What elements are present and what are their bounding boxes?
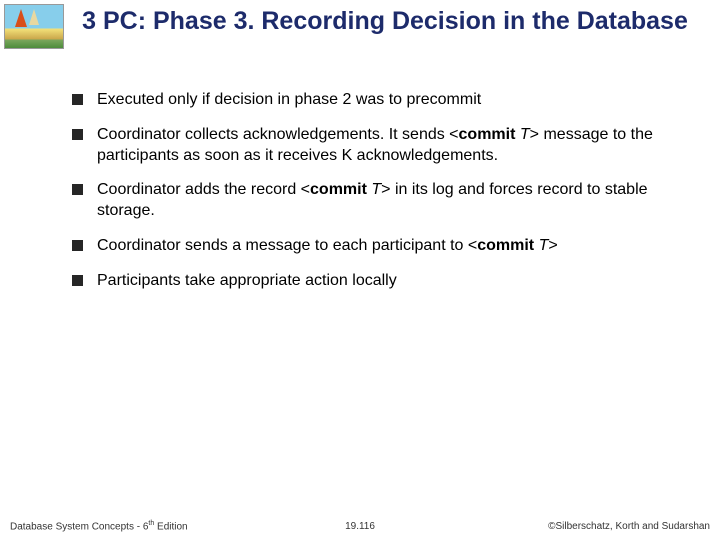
bullet-item: Coordinator collects acknowledgements. I… xyxy=(72,125,690,167)
bullet-list: Executed only if decision in phase 2 was… xyxy=(72,90,690,306)
bullet-item: Coordinator sends a message to each part… xyxy=(72,236,690,257)
logo-image xyxy=(4,4,64,49)
bullet-text: Coordinator sends a message to each part… xyxy=(97,236,558,257)
bullet-item: Executed only if decision in phase 2 was… xyxy=(72,90,690,111)
slide-footer: Database System Concepts - 6th Edition 1… xyxy=(0,514,720,532)
bullet-square-icon xyxy=(72,184,83,195)
bullet-item: Coordinator adds the record <commit T> i… xyxy=(72,180,690,222)
bullet-square-icon xyxy=(72,94,83,105)
bullet-square-icon xyxy=(72,240,83,251)
footer-copyright: ©Silberschatz, Korth and Sudarshan xyxy=(548,521,710,532)
bullet-text: Executed only if decision in phase 2 was… xyxy=(97,90,481,111)
bullet-text: Participants take appropriate action loc… xyxy=(97,271,397,292)
bullet-item: Participants take appropriate action loc… xyxy=(72,271,690,292)
bullet-text: Coordinator collects acknowledgements. I… xyxy=(97,125,690,167)
slide-title: 3 PC: Phase 3. Recording Decision in the… xyxy=(70,6,700,37)
bullet-square-icon xyxy=(72,129,83,140)
bullet-text: Coordinator adds the record <commit T> i… xyxy=(97,180,690,222)
bullet-square-icon xyxy=(72,275,83,286)
